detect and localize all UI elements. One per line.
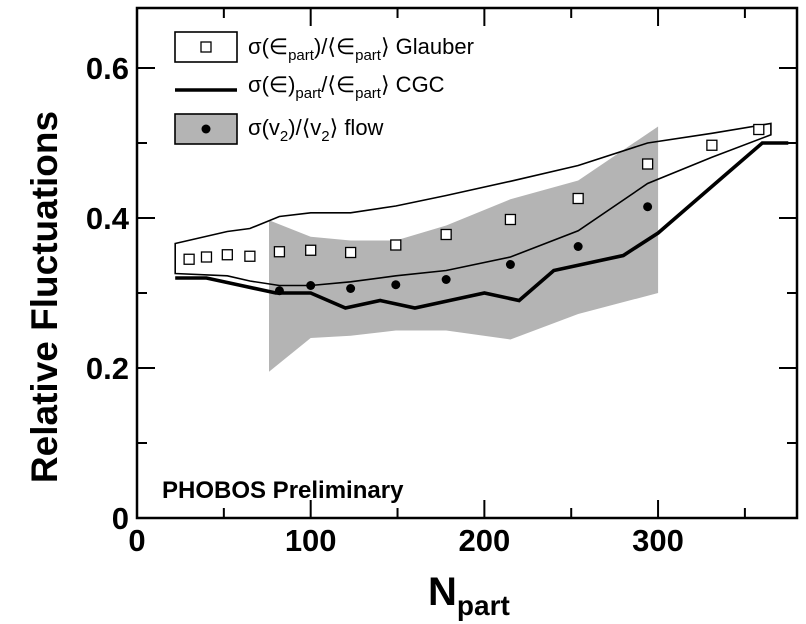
x-tick-label-200: 200 [459, 523, 511, 558]
glauber-point-0 [183, 253, 195, 265]
glauber-point-10 [572, 192, 584, 205]
legend-label-glauber-part-4: ⟩ Glauber [381, 34, 474, 59]
legend-label-flow-part-3: 2 [321, 128, 329, 145]
markers-layer [183, 123, 765, 296]
flow-point-0 [274, 286, 284, 296]
glauber-point-12 [706, 139, 718, 151]
glauber-point-8 [440, 228, 452, 241]
flow-point-5 [505, 260, 515, 269]
legend-label-glauber-part-2: )/⟨∈ [314, 34, 355, 59]
glauber-point-5 [305, 244, 317, 256]
y-tick-label-0: 0 [112, 501, 129, 536]
y-axis-title: Relative Fluctuations [24, 111, 65, 483]
glauber-point-6 [344, 246, 357, 259]
flow-point-7 [643, 202, 653, 212]
legend-label-cgc-part-4: ⟩ CGC [381, 72, 445, 97]
flow-point-2 [346, 284, 356, 293]
legend-label-cgc-part-3: part [355, 85, 382, 102]
legend-label-cgc: σ(∈)part/⟨∈part⟩ CGC [248, 72, 445, 102]
annotation-text: PHOBOS Preliminary [162, 477, 404, 504]
axes-layer [135, 6, 799, 520]
bands-layer [269, 126, 659, 372]
x-tick-label-300: 300 [632, 523, 684, 558]
glauber-point-11 [641, 158, 654, 170]
x-axis-title-main: N [428, 570, 457, 614]
legend-label-flow-part-1: 2 [280, 128, 288, 145]
x-tick-label-0: 0 [128, 523, 145, 558]
legend-label-cgc-part-1: part [295, 85, 322, 102]
flow-point-6 [573, 242, 583, 251]
legend-label-flow-part-4: ⟩ flow [330, 115, 384, 140]
plot-frame [135, 6, 799, 520]
glauber-point-2 [221, 249, 233, 261]
legend-label-flow-part-2: )/⟨v [288, 115, 321, 140]
glauber-point-3 [244, 250, 256, 262]
legend-symbol-glauber-square [200, 41, 212, 53]
y-tick-label-2: 0.4 [86, 201, 130, 236]
legend: σ(∈part)/⟨∈part⟩ Glauberσ(∈)part/⟨∈part⟩… [174, 31, 474, 145]
legend-label-cgc-part-2: /⟨∈ [321, 72, 355, 97]
legend-label-glauber-part-3: part [355, 47, 382, 64]
glauber-point-7 [390, 239, 402, 251]
tick-labels-layer: 0 100 200 300 0 0.2 0.4 0.6 [86, 51, 684, 558]
glauber-point-13 [753, 123, 765, 136]
y-tick-label-3: 0.6 [86, 51, 129, 86]
y-tick-label-1: 0.2 [86, 351, 129, 386]
flow-point-1 [306, 281, 316, 290]
legend-label-glauber-part-1: part [288, 47, 315, 64]
legend-symbol-flow-dot [201, 124, 211, 134]
legend-label-glauber-part-0: σ(∈ [248, 34, 288, 59]
flow-point-3 [391, 280, 401, 290]
legend-label-glauber: σ(∈part)/⟨∈part⟩ Glauber [248, 34, 474, 64]
legend-label-flow: σ(v2)/⟨v2⟩ flow [248, 115, 384, 145]
flow-point-4 [441, 275, 451, 284]
x-tick-label-100: 100 [285, 523, 337, 558]
flow-band [269, 126, 659, 372]
glauber-point-9 [504, 213, 517, 226]
glauber-point-4 [273, 246, 286, 258]
legend-label-flow-part-0: σ(v [248, 115, 280, 140]
x-axis-title-sub: part [457, 590, 510, 621]
glauber-point-1 [200, 251, 213, 263]
glauber-band [174, 122, 772, 287]
legend-label-cgc-part-0: σ(∈) [248, 72, 295, 97]
x-axis-title: Npart [428, 570, 510, 621]
